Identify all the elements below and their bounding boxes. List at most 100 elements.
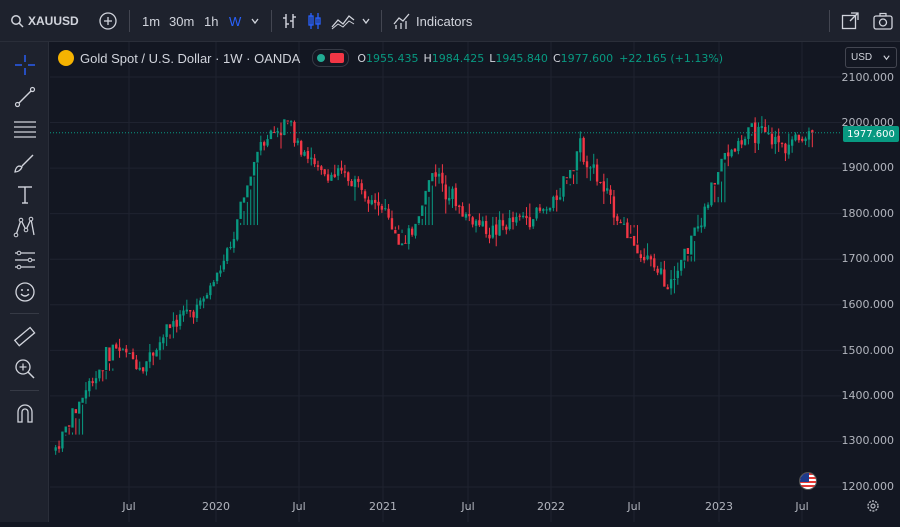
candle-body: [555, 195, 558, 200]
candle-body: [172, 321, 175, 327]
date-tick: 2020: [202, 500, 230, 513]
text-tool[interactable]: [0, 180, 49, 210]
candle-body: [178, 314, 182, 326]
price-tick: 1400.000: [841, 389, 895, 402]
candle-body: [521, 215, 525, 218]
crosshair-tool[interactable]: [0, 50, 49, 80]
interval-weekly[interactable]: W: [229, 13, 242, 29]
settings-button[interactable]: [866, 499, 880, 513]
candle-body: [236, 219, 239, 240]
candle-body: [108, 347, 111, 362]
candle-body: [770, 133, 774, 145]
candle-body: [565, 177, 569, 179]
measure-tool[interactable]: [0, 322, 49, 352]
candle-body: [370, 200, 373, 205]
zoom-tool[interactable]: [0, 354, 49, 384]
candle-body: [98, 369, 101, 379]
candle-body: [303, 151, 306, 156]
candle-body: [189, 310, 192, 312]
candle-body: [407, 228, 410, 244]
candle-body: [306, 151, 310, 159]
candle-body: [464, 214, 468, 218]
candle-body: [128, 353, 131, 355]
pattern-tool[interactable]: [0, 212, 49, 242]
chart-type-dropdown[interactable]: [361, 0, 371, 42]
price-tick: 1900.000: [841, 161, 895, 174]
prediction-tool[interactable]: [0, 245, 49, 275]
candle-body: [542, 209, 545, 211]
us-flag-icon: [799, 472, 817, 490]
chart-pane[interactable]: [50, 42, 842, 522]
candle-body: [404, 242, 407, 244]
interval-dropdown[interactable]: [250, 0, 260, 42]
candle-body: [626, 222, 629, 239]
brush-icon: [13, 154, 33, 173]
candle-body: [508, 218, 511, 230]
candle-body: [421, 205, 424, 216]
currency-selector[interactable]: USD: [845, 47, 897, 68]
candle-body: [263, 142, 266, 146]
market-status-badge[interactable]: [312, 49, 350, 67]
interval-1h[interactable]: 1h: [204, 13, 219, 29]
candle-body: [326, 174, 330, 181]
area-style-button[interactable]: [331, 0, 355, 42]
price-tick: 1500.000: [841, 344, 895, 357]
candle-body: [71, 408, 74, 428]
candle-body: [81, 397, 84, 403]
candle-body: [579, 138, 582, 153]
candle-body: [175, 319, 178, 327]
magnet-tool[interactable]: [0, 398, 49, 428]
compare-button[interactable]: [98, 0, 118, 42]
brush-tool[interactable]: [0, 148, 49, 178]
toolbar-divider: [10, 313, 39, 314]
candle-body: [296, 140, 299, 143]
candle-body: [289, 121, 293, 123]
candle-body: [74, 409, 78, 414]
trendline-tool[interactable]: [0, 82, 49, 112]
candle-body: [54, 447, 57, 451]
candle-body: [478, 220, 481, 226]
zoom-in-icon: [14, 359, 35, 379]
candle-body: [505, 226, 508, 230]
date-tick: 2022: [537, 500, 565, 513]
candle-body: [158, 342, 162, 351]
candle-body: [390, 218, 394, 230]
candles-style-button[interactable]: [307, 0, 323, 42]
interval-1m[interactable]: 1m: [142, 13, 161, 29]
candle-body: [293, 121, 296, 143]
candle-body: [690, 235, 693, 255]
candle-body: [199, 300, 202, 306]
date-tick: 2023: [705, 500, 733, 513]
candle-body: [643, 256, 646, 261]
interval-30m[interactable]: 30m: [169, 13, 195, 29]
date-tick: Jul: [627, 500, 641, 513]
symbol-search[interactable]: XAUUSD: [10, 0, 79, 42]
price-tick: 1700.000: [841, 252, 895, 265]
price-chart[interactable]: [50, 42, 842, 522]
open-label: O: [357, 51, 367, 65]
candle-body: [538, 207, 542, 211]
candle-body: [84, 390, 88, 399]
last-price-tag: 1977.600: [843, 126, 899, 142]
candle-body: [669, 279, 673, 289]
candle-body: [743, 138, 747, 145]
date-tick: Jul: [461, 500, 475, 513]
indicators-button[interactable]: Indicators: [393, 0, 472, 42]
symbol-label: XAUUSD: [28, 14, 79, 28]
candle-body: [239, 201, 242, 219]
candle-body: [397, 233, 400, 245]
icons-tool[interactable]: [0, 277, 49, 307]
candle-body: [454, 187, 458, 207]
candle-body: [350, 181, 353, 187]
candle-body: [784, 143, 787, 154]
fib-tool[interactable]: [0, 114, 49, 144]
candle-body: [458, 205, 461, 208]
candle-body: [91, 381, 94, 384]
candle-body: [155, 349, 158, 357]
snapshot-button[interactable]: [873, 0, 893, 42]
bars-style-button[interactable]: [282, 0, 298, 42]
price-axis[interactable]: 2100.000 2000.000 1900.000 1800.000 1700…: [842, 42, 900, 522]
candle-body: [599, 181, 602, 183]
fullscreen-button[interactable]: [841, 0, 859, 42]
candles-icon: [308, 13, 321, 29]
